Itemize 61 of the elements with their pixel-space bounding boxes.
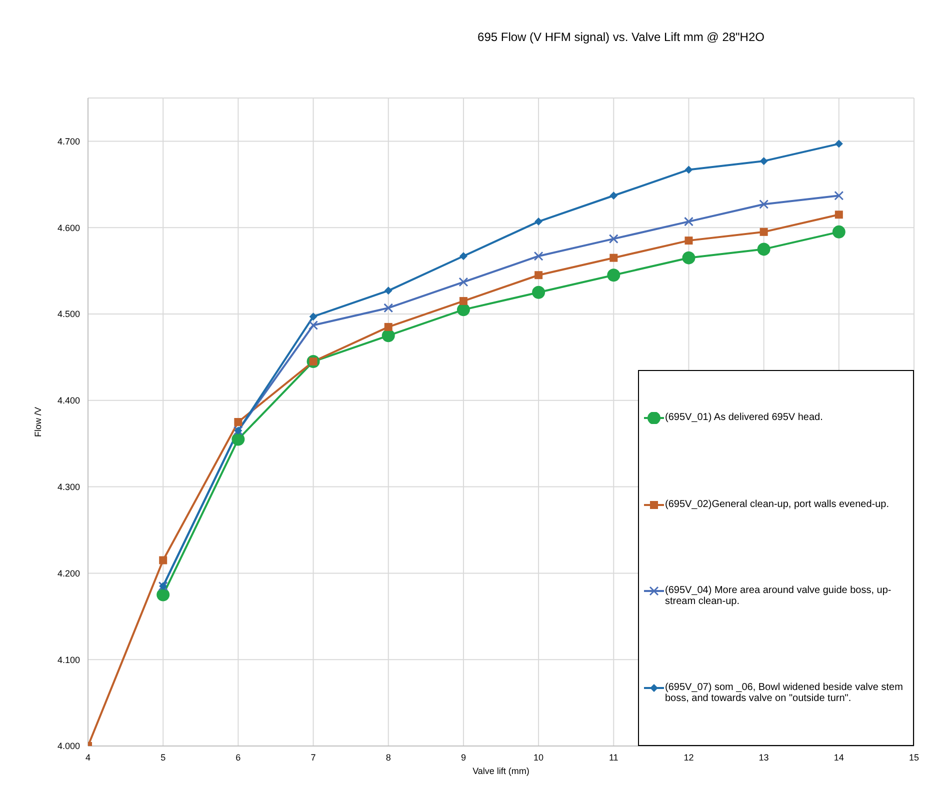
point (308, 320, 318, 330)
point (534, 251, 544, 261)
x-tick-label: 15 (908, 752, 920, 762)
point (684, 166, 693, 174)
point (759, 200, 769, 210)
y-tick-label: 4.400 (57, 396, 80, 406)
point (832, 225, 846, 238)
y-axis-title: Flow /V (33, 406, 44, 438)
point (757, 242, 770, 256)
point (834, 140, 843, 148)
point (456, 303, 470, 316)
point (684, 216, 694, 226)
x-tick-label: 8 (386, 752, 391, 762)
x-tick-label: 11 (608, 752, 618, 762)
legend-label: (695V_02)General clean-up, port walls evened-up. (665, 498, 890, 510)
y-tick-label: 4.500 (57, 309, 80, 320)
x-tick-label: 9 (460, 752, 466, 762)
point (532, 286, 546, 299)
y-tick-label: 4.100 (57, 654, 80, 665)
x-tick-label: 12 (684, 752, 694, 762)
legend-label: (695V_01) As delivered 695V head. (665, 412, 823, 424)
y-tick-label: 4.600 (57, 222, 80, 233)
legend-label: (695V_07) som _06, Bowl widened beside valve stem boss, and towards valve on "outside turn". (665, 682, 904, 704)
chart-title: 695 Flow (V HFM signal) vs. Valve Lift mm @ 28"H2O (476, 30, 766, 44)
point (459, 252, 468, 260)
x-tick-label: 4 (85, 752, 91, 762)
point (384, 286, 392, 295)
point (834, 210, 843, 219)
point (534, 218, 543, 226)
point (608, 234, 618, 244)
point (382, 329, 395, 342)
point (384, 303, 394, 313)
point (234, 418, 242, 426)
point (156, 588, 170, 602)
point (309, 312, 318, 321)
point (159, 556, 168, 564)
x-tick-label: 6 (236, 752, 241, 762)
point (458, 277, 468, 287)
point (384, 322, 392, 331)
point (610, 192, 618, 200)
x-tick-label: 7 (310, 752, 316, 762)
point (760, 157, 768, 166)
point (607, 268, 620, 282)
x-axis-title: Valve lift (mm) (472, 766, 530, 776)
point (610, 254, 618, 262)
point (534, 271, 543, 280)
point (459, 297, 468, 306)
legend-label: (695V_04) More area around valve guide boss, up-stream clean-up. (665, 585, 892, 608)
point (834, 190, 844, 200)
y-tick-label: 4.700 (57, 136, 80, 146)
point (684, 236, 693, 245)
point (682, 251, 696, 264)
y-tick-label: 4.200 (57, 568, 80, 578)
x-tick-label: 10 (534, 752, 544, 762)
x-tick-label: 13 (758, 752, 769, 762)
x-tick-label: 5 (160, 752, 166, 762)
y-tick-label: 4.300 (57, 482, 80, 492)
x-tick-label: 14 (834, 752, 844, 762)
point (232, 432, 245, 446)
y-tick-label: 4.000 (57, 741, 80, 752)
point (760, 228, 768, 236)
